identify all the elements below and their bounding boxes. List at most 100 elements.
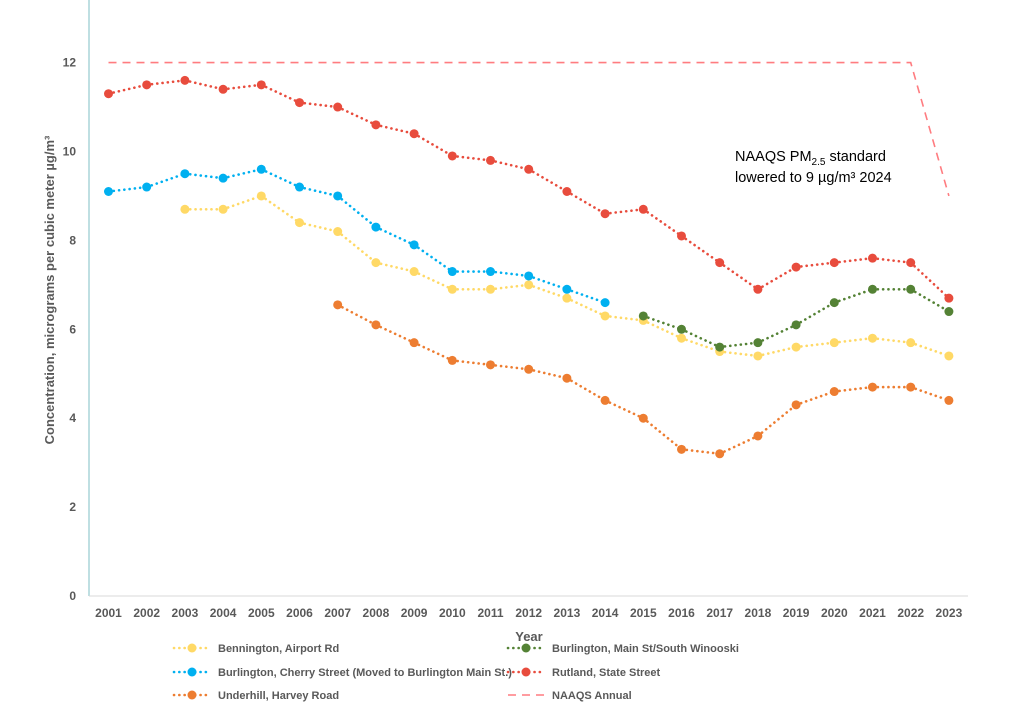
data-point [829, 338, 839, 348]
series-line-segment [832, 336, 874, 344]
series-line-segment [221, 194, 263, 211]
series-line-segment [450, 359, 492, 367]
data-point [333, 300, 343, 310]
data-point [409, 338, 419, 348]
y-tick-labels: 0 2 4 6 8 10 12 [63, 56, 77, 603]
series-line-segment [565, 376, 607, 402]
x-tick-label: 2018 [745, 606, 772, 620]
series-line-segment [756, 345, 798, 358]
x-tick-label: 2014 [592, 606, 619, 620]
data-point [180, 169, 190, 179]
series-line-segment [756, 265, 798, 291]
data-point [906, 338, 916, 348]
data-point [906, 382, 916, 392]
data-point [104, 89, 113, 99]
data-point [600, 298, 610, 308]
series-line-segment [489, 283, 531, 291]
data-point [333, 227, 343, 237]
chart-axes [88, 0, 968, 597]
data-point [409, 129, 419, 139]
y-tick-label: 0 [69, 589, 76, 603]
series-line-segment [794, 390, 836, 407]
data-point [944, 351, 954, 361]
x-tick-labels: 2001 2002 2003 2004 2005 2006 2007 2008 2009 2010… [95, 606, 962, 620]
data-point [180, 204, 190, 214]
data-point [524, 280, 534, 290]
data-point [829, 298, 839, 308]
y-tick-label: 4 [69, 411, 76, 425]
data-point [524, 164, 534, 174]
legend-label: Bennington, Airport Rd [218, 643, 339, 655]
data-point [486, 284, 495, 294]
series-line-segment [718, 350, 760, 358]
data-point [944, 395, 954, 405]
series-line-segment [680, 336, 722, 353]
series-line-segment [336, 194, 378, 229]
data-point [868, 382, 877, 392]
data-point [295, 218, 304, 228]
data-point [791, 400, 801, 410]
data-point [638, 204, 648, 214]
data-point [753, 284, 763, 294]
y-tick-label: 8 [69, 233, 76, 247]
series-line-segment [794, 341, 836, 349]
x-tick-label: 2001 [95, 606, 122, 620]
series-line-segment [603, 207, 645, 216]
legend-marker [187, 667, 197, 677]
data-point [447, 267, 457, 277]
data-point [256, 164, 266, 174]
data-point [868, 284, 877, 294]
series-5 [108, 61, 950, 197]
data-point [371, 320, 381, 330]
legend-label: Rutland, State Street [552, 667, 661, 679]
x-tick-label: 2023 [936, 606, 963, 620]
legend-item: Bennington, Airport Rd [172, 643, 339, 655]
series-3 [104, 75, 954, 303]
x-tick-label: 2010 [439, 606, 466, 620]
data-point [104, 187, 113, 197]
data-point [218, 173, 228, 183]
x-tick-label: 2002 [133, 606, 160, 620]
legend-marker [521, 643, 531, 653]
x-tick-label: 2019 [783, 606, 810, 620]
series-line-segment [527, 274, 569, 291]
data-point [218, 84, 228, 94]
legend-item: Rutland, State Street [506, 667, 661, 679]
series-line-segment [374, 123, 416, 136]
y-tick-label: 12 [63, 56, 77, 70]
series-line-segment [527, 283, 569, 300]
series-4 [333, 300, 954, 459]
series-line-segment [259, 194, 301, 224]
data-point [524, 271, 534, 281]
legend-label: Burlington, Main St/South Winooski [552, 643, 739, 655]
series-line-segment [183, 172, 225, 180]
x-tick-label: 2020 [821, 606, 848, 620]
data-point [829, 258, 839, 268]
series-line-segment [489, 363, 531, 371]
naaqs-annotation: NAAQS PM2.5 standard lowered to 9 µg/m³ … [735, 149, 892, 186]
data-point [868, 253, 877, 263]
legend-item: Underhill, Harvey Road [172, 690, 339, 702]
data-point [409, 267, 419, 277]
series-line-segment [489, 270, 531, 278]
data-point [562, 293, 572, 303]
series-line-segment [336, 303, 378, 327]
data-point [753, 431, 763, 441]
series-line-segment [107, 83, 148, 96]
series-line-segment [641, 314, 683, 331]
data-point [715, 342, 725, 352]
x-tick-label: 2009 [401, 606, 428, 620]
data-point [447, 355, 457, 365]
naaqs-dashed-line [108, 61, 950, 197]
data-point [562, 373, 572, 383]
series-line-segment [832, 385, 874, 393]
series-line-segment [794, 301, 836, 327]
legend-label: NAAQS Annual [552, 690, 632, 702]
data-point [256, 191, 266, 201]
series-line-segment [221, 167, 263, 180]
data-point [333, 191, 343, 201]
x-tick-label: 2013 [554, 606, 581, 620]
y-tick-label: 2 [69, 500, 76, 514]
x-tick-label: 2003 [172, 606, 199, 620]
